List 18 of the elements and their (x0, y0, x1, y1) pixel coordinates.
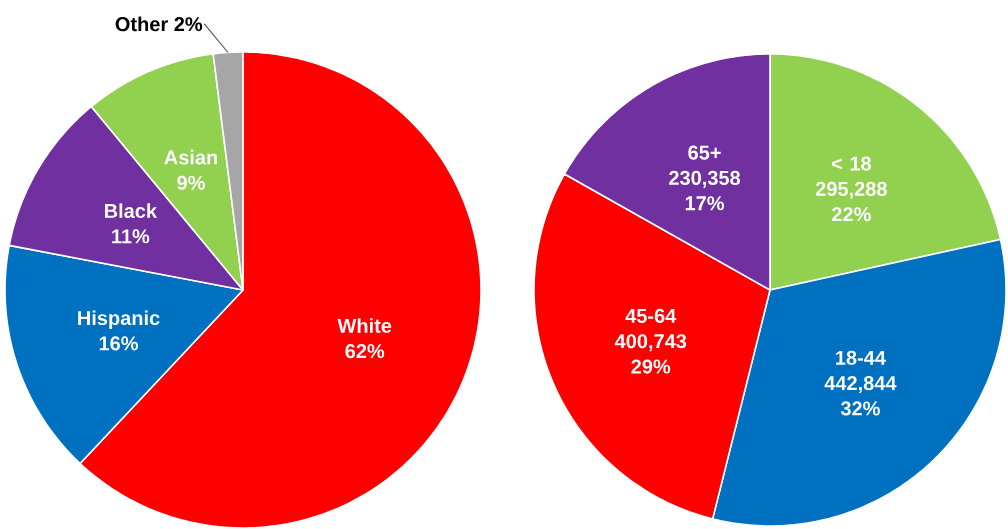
data-label: 442,844 32% (824, 376, 897, 416)
slice-label: 45-64 (625, 308, 677, 323)
data-label: 16% (99, 336, 138, 351)
slice-label: < 18 (831, 156, 872, 171)
slice-label: White (337, 318, 392, 333)
slice-label: 65+ (688, 145, 721, 160)
data-label: 2% (174, 17, 203, 32)
data-label: 400,743 29% (614, 334, 687, 374)
slice-label: Other (115, 16, 168, 32)
data-label: 295,288 22% (815, 181, 887, 222)
data-label: 11% (112, 229, 150, 244)
slice-label: Black (105, 203, 158, 219)
slice-label: 18-44 (836, 350, 886, 365)
slice-label: Hispanic (78, 310, 160, 330)
data-label: 9% (177, 175, 205, 190)
data-label: 62% (345, 344, 385, 359)
slice-label: Asian (164, 149, 218, 165)
data-label: 230,358 17% (669, 170, 741, 211)
